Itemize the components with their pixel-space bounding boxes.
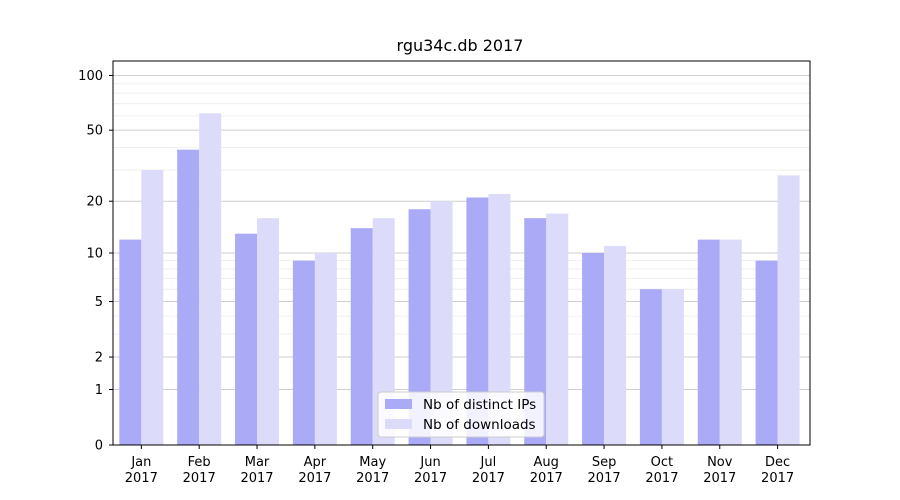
bar-distinct-ips [524,218,547,445]
bar-distinct-ips [639,289,662,445]
legend: Nb of distinct IPs Nb of downloads [377,391,545,438]
grid [113,74,810,390]
x-tick-label: Jul 2017 [472,455,505,486]
bar-downloads [604,246,627,445]
legend-label: Nb of downloads [423,417,536,433]
bar-distinct-ips [292,260,315,445]
bar-distinct-ips [697,239,720,445]
y-tick-label: 50 [86,124,103,139]
bar-downloads [430,201,453,445]
bar-downloads [141,170,164,445]
bar-downloads [661,289,684,445]
bar-downloads [488,193,511,445]
bar-distinct-ips [408,209,431,445]
y-tick-labels: 0 1 2 5 10 20 50 100 [78,69,103,454]
bar-downloads [719,239,742,445]
legend-box [377,391,545,438]
y-tick-label: 5 [95,295,103,310]
y-tick-label: 1 [95,383,103,398]
legend-swatch [385,399,412,409]
bar-downloads [257,218,280,445]
bar-distinct-ips [119,239,142,445]
x-tick-label: Mar 2017 [240,455,273,486]
bar-distinct-ips [177,149,200,445]
chart-title: rgu34c.db 2017 [397,36,524,55]
bar-distinct-ips [235,233,258,445]
y-tick-label: 0 [95,439,103,454]
legend-swatch [385,419,412,429]
legend-label: Nb of distinct IPs [423,397,536,413]
bar-downloads [199,113,222,445]
x-tick-label: Jun 2017 [414,455,447,486]
x-tick-label: Feb 2017 [183,455,216,486]
bars [119,113,800,445]
x-tick-label: May 2017 [356,455,389,486]
bar-downloads [314,253,337,445]
y-tick-label: 10 [86,247,103,262]
x-tick-label: Nov 2017 [703,455,736,486]
bar-distinct-ips [350,228,373,445]
bar-distinct-ips [582,253,605,445]
x-tick-label: Oct 2017 [645,455,678,486]
bar-distinct-ips [755,260,778,445]
x-tick-label: Sep 2017 [588,455,621,486]
bar-downloads [777,175,800,445]
x-tick-label: Aug 2017 [530,455,563,486]
x-tick-label: Jan 2017 [125,455,158,486]
axes [109,60,811,449]
y-tick-label: 100 [78,69,103,84]
x-tick-labels: Jan 2017 Feb 2017 Mar 2017 Apr 2017 May 2017 Jun 20… [125,455,794,486]
y-tick-label: 2 [95,351,103,366]
bar-downloads [546,213,569,445]
x-tick-label: Apr 2017 [298,455,331,486]
y-tick-label: 20 [86,195,103,210]
x-tick-label: Dec 2017 [761,455,794,486]
bar-downloads [372,218,395,445]
bar-distinct-ips [466,197,489,445]
